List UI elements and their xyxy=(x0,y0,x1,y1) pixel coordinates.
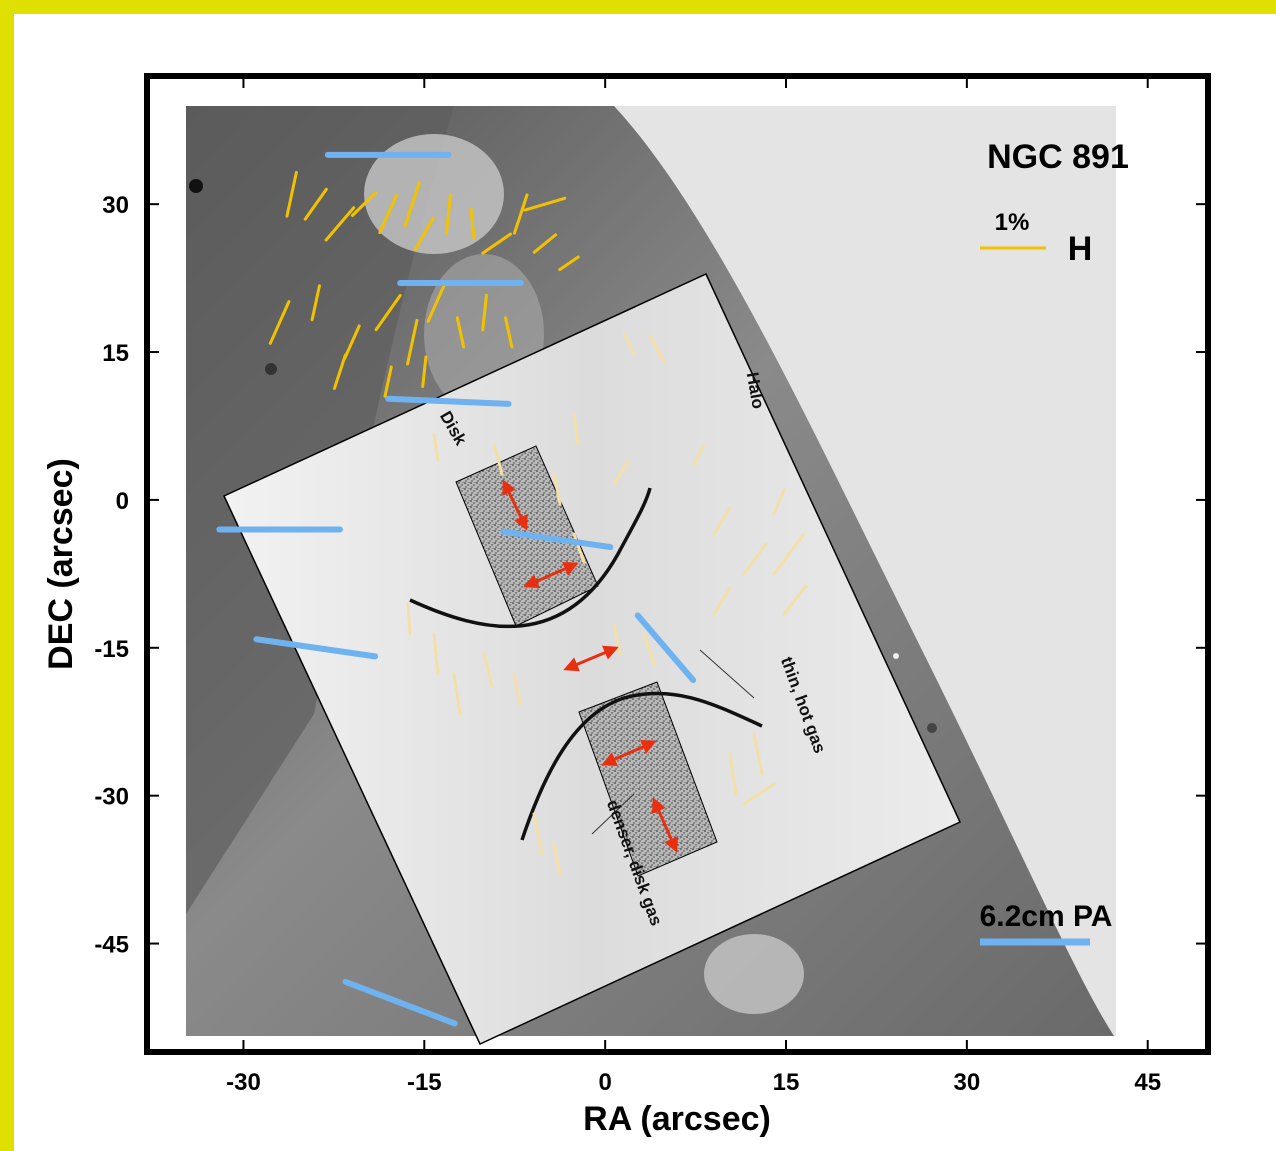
y-tick-label: 0 xyxy=(116,488,129,515)
h-vector xyxy=(504,316,514,349)
h-vector xyxy=(444,192,453,236)
h-vector xyxy=(406,318,419,366)
y-tick-label: 30 xyxy=(102,192,129,219)
y-axis-label: DEC (arcsec) xyxy=(42,458,80,670)
h-vector xyxy=(350,191,378,217)
plot-frame xyxy=(144,73,1211,1055)
radio-vector xyxy=(342,978,458,1027)
h-vector xyxy=(403,181,421,228)
h-band-label: H xyxy=(1068,230,1093,268)
figure-frame: Disk Halo thin, hot gas denser, disk gas -3… xyxy=(14,14,1276,1151)
radio-vector xyxy=(385,395,512,407)
radio-vector xyxy=(634,612,697,684)
h-vector xyxy=(378,193,398,235)
y-tick-label: -30 xyxy=(94,784,129,811)
h-vector xyxy=(324,206,356,242)
h-vector xyxy=(343,324,361,360)
h-vector xyxy=(374,294,402,332)
axis-ticks xyxy=(147,76,1208,1052)
x-tick-label: 45 xyxy=(1134,1069,1161,1096)
h-vector xyxy=(532,233,558,254)
h-vector xyxy=(383,365,393,398)
h-vector xyxy=(481,232,513,255)
h-vector xyxy=(481,293,488,332)
x-tick-label: -15 xyxy=(407,1069,442,1096)
radio-legend-label: 6.2cm PA xyxy=(980,900,1113,933)
h-vector xyxy=(558,255,580,272)
x-axis-label: RA (arcsec) xyxy=(583,1100,771,1138)
h-vector xyxy=(523,196,567,212)
h-vector xyxy=(421,355,428,388)
axis-tick-labels: -30 -15 0 15 30 45 30 15 0 -15 -30 -45 xyxy=(94,192,1161,1096)
x-tick-label: 0 xyxy=(598,1069,611,1096)
y-tick-label: -15 xyxy=(94,636,129,663)
x-tick-label: -30 xyxy=(226,1069,261,1096)
x-tick-label: 15 xyxy=(773,1069,800,1096)
h-vector xyxy=(303,187,328,221)
x-tick-label: 30 xyxy=(954,1069,981,1096)
h-vector xyxy=(413,216,435,251)
y-tick-label: -45 xyxy=(94,932,129,959)
h-vector xyxy=(310,284,321,322)
h-scale-label: 1% xyxy=(995,209,1030,236)
radio-vector xyxy=(253,636,379,660)
y-tick-label: 15 xyxy=(102,340,129,367)
h-vector xyxy=(513,193,529,235)
h-vector xyxy=(268,300,291,345)
h-vector xyxy=(469,207,476,241)
h-vector xyxy=(332,353,347,390)
radio-vectors xyxy=(216,151,697,1027)
h-vector xyxy=(455,316,466,349)
chart-title: NGC 891 xyxy=(987,138,1129,176)
h-band-vectors xyxy=(268,170,580,398)
radio-vector xyxy=(500,528,614,551)
h-vector xyxy=(285,170,298,218)
h-vector xyxy=(426,282,447,323)
